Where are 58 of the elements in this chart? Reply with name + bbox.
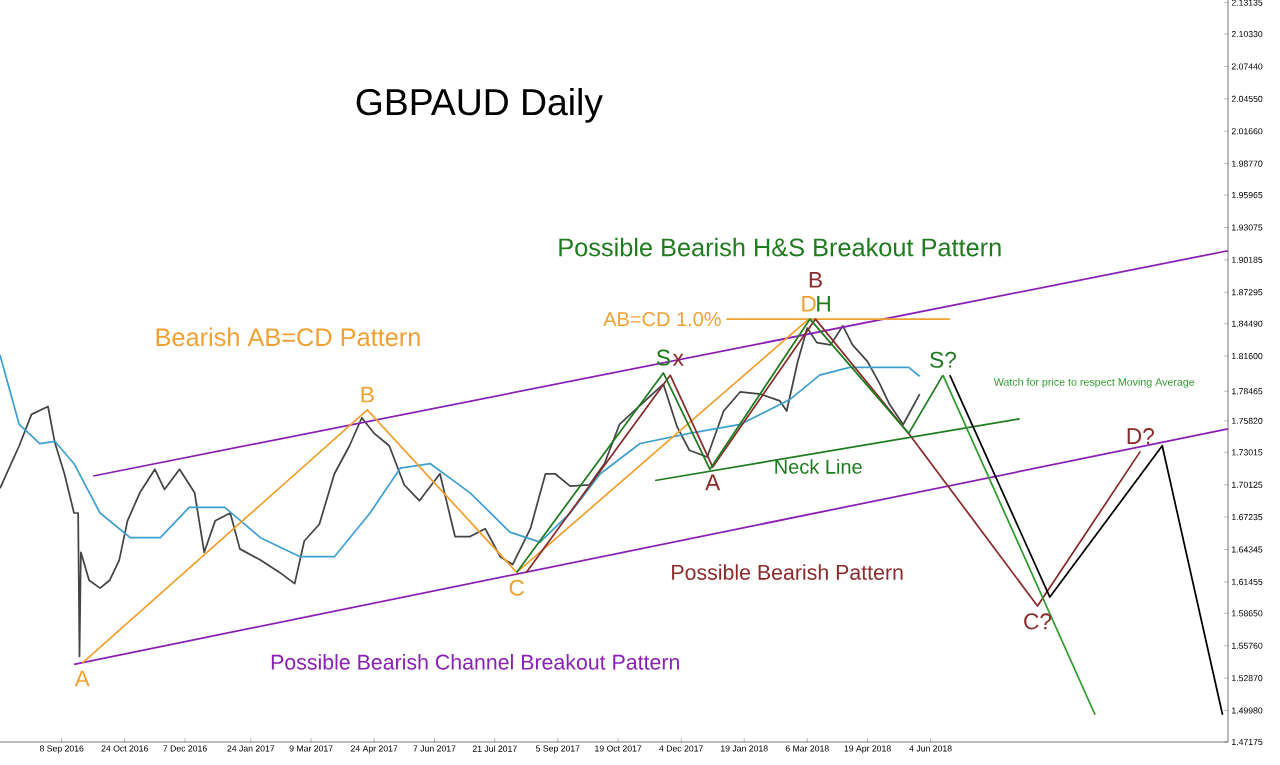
x-tick-label: 21 Jul 2017 [472,745,517,752]
x-tick-label: 6 Mar 2018 [785,745,829,752]
y-tick-label: 1.93075 [1232,224,1263,231]
annotation: A [74,670,90,687]
y-tick-label: 1.90185 [1232,256,1263,263]
annotation: Possible Bearish Channel Breakout Pattern [271,654,679,670]
y-tick-label: 1.73015 [1232,449,1263,456]
y-tick-label: 1.61455 [1232,578,1263,585]
y-tick-label: 1.58650 [1232,610,1263,617]
x-tick-label: 7 Jun 2017 [413,745,456,752]
y-tick-label: 2.13135 [1231,0,1263,6]
x-tick-label: 9 Mar 2017 [289,745,333,752]
annotation: H [817,295,830,312]
annotation: Bearish AB=CD Pattern [156,327,420,347]
annotation: C [509,579,525,596]
annotation: C? [1024,613,1052,630]
y-tick-label: 2.10330 [1231,31,1263,38]
y-tick-label: 1.47175 [1232,738,1263,745]
text: GBPAUD Daily [356,87,603,123]
x-tick-label: 19 Oct 2017 [595,745,642,752]
annotation: B [361,386,374,403]
y-tick-label: 1.78465 [1232,388,1263,395]
x-tick-label: 24 Jan 2017 [227,745,275,752]
x-tick-label: 19 Apr 2018 [844,745,891,754]
x-tick-label: 19 Jan 2018 [721,745,768,752]
y-tick-label: 2.01660 [1231,128,1263,135]
x-tick-label: 24 Oct 2016 [101,745,148,752]
annotation: D [802,295,816,312]
y-tick-label: 1.55760 [1232,642,1263,649]
y-tick-label: 1.84490 [1232,320,1263,327]
annotation: A [705,474,721,491]
annotation: S [656,349,670,366]
annotation: Watch for price to respect Moving Average [993,377,1195,388]
y-tick-label: 2.04550 [1231,95,1263,102]
x-tick-label: 8 Sep 2016 [39,745,84,754]
annotation: Neck Line [775,459,862,474]
x-tick-label: 7 Dec 2016 [163,745,207,752]
y-tick-label: 1.67235 [1232,514,1263,521]
y-tick-label: 1.87295 [1232,289,1263,296]
y-tick-label: 1.52870 [1232,675,1263,682]
x-tick-label: 5 Sep 2017 [536,745,580,754]
y-tick-label: 1.49980 [1232,707,1263,714]
y-tick-label: 1.64345 [1232,546,1263,553]
annotation: S? [930,351,956,368]
x-tick-label: 4 Jun 2018 [909,745,952,752]
annotation: D? [1127,428,1154,444]
y-tick-label: 1.81600 [1232,353,1263,360]
annotation: Possible Bearish Pattern [672,564,903,580]
y-tick-label: 1.95965 [1232,192,1263,199]
x-tick-label: 24 Apr 2017 [351,745,398,754]
y-tick-label: 1.75820 [1232,417,1263,424]
x-tick-label: 4 Dec 2017 [659,745,703,752]
annotation: Possible Bearish H&S Breakout Pattern [559,237,1001,257]
y-tick-label: 2.07440 [1231,63,1263,70]
y-tick-label: 1.98770 [1232,160,1263,167]
y-tick-label: 1.70125 [1232,481,1263,488]
annotation: AB=CD 1.0% [603,312,721,327]
annotation: B [809,271,822,288]
